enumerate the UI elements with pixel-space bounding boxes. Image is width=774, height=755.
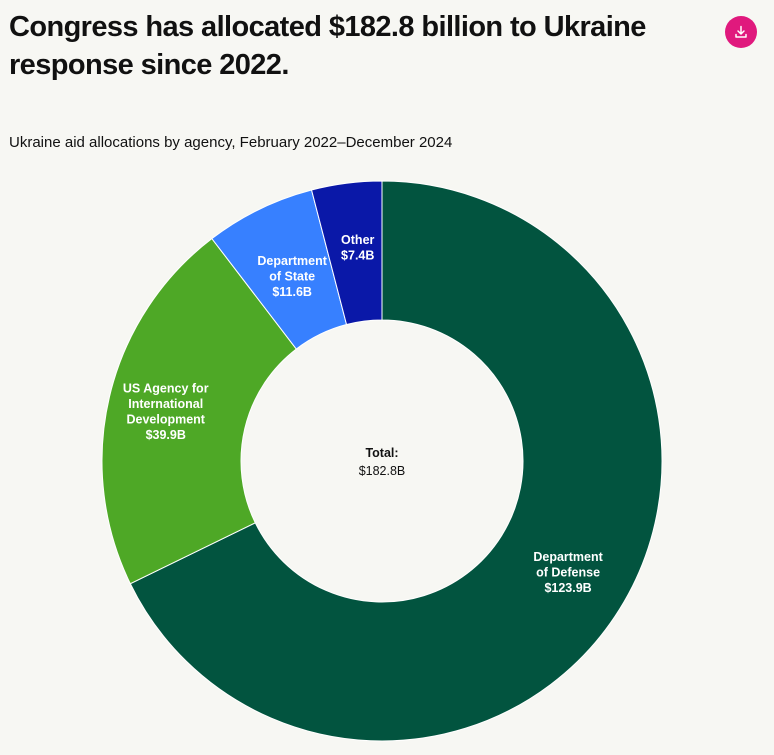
donut-slice bbox=[101, 237, 298, 585]
slice-name-label: Department bbox=[533, 550, 603, 564]
slice-name-label: US Agency for bbox=[123, 382, 209, 396]
slice-name-label: of Defense bbox=[536, 565, 600, 579]
chart-subtitle: Ukraine aid allocations by agency, Febru… bbox=[9, 134, 453, 151]
chart-headline: Congress has allocated $182.8 billion to… bbox=[9, 11, 646, 81]
slice-label: Department of State $11.6B bbox=[257, 254, 327, 299]
download-icon bbox=[735, 25, 747, 38]
slice-value-label: $7.4B bbox=[341, 248, 374, 262]
slice-value-label: $123.9B bbox=[544, 581, 591, 595]
slice-name-label: International bbox=[128, 397, 203, 411]
download-button[interactable] bbox=[725, 16, 757, 48]
slice-name-label: Other bbox=[341, 233, 374, 247]
slice-value-label: $11.6B bbox=[272, 285, 312, 299]
donut-slice bbox=[310, 180, 383, 326]
donut-slices bbox=[101, 180, 663, 742]
slice-label: Other $7.4B bbox=[341, 233, 374, 262]
slice-name-label: Development bbox=[126, 413, 205, 427]
slice-value-label: $39.9B bbox=[146, 428, 186, 442]
center-total-label: Total: bbox=[365, 446, 398, 460]
slice-label: US Agency for International Development $39… bbox=[123, 382, 209, 443]
slice-name-label: of State bbox=[269, 270, 315, 284]
slice-label: Department of Defense $123.9B bbox=[533, 550, 603, 595]
donut-slice bbox=[129, 180, 663, 742]
center-total-value: $182.8B bbox=[359, 464, 406, 478]
slice-name-label: Department bbox=[257, 254, 327, 268]
